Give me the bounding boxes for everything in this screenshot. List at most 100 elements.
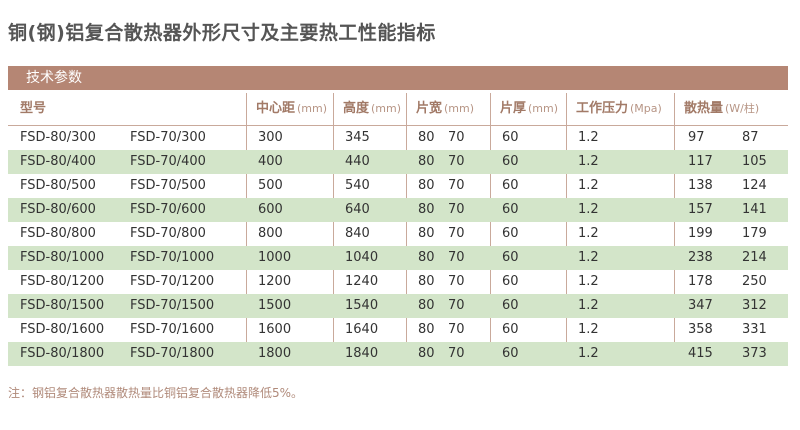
width-a-cell: 80 [418,250,435,265]
height-cell: 1240 [345,274,379,289]
page-title: 铜(钢)铝复合散热器外形尺寸及主要热工性能指标 [8,22,436,44]
header-model: 型号 [20,101,47,116]
heat-a-cell: 157 [688,202,713,217]
width-b-cell: 70 [448,154,465,169]
model-b-cell: FSD-70/1500 [130,298,215,313]
center-distance-cell: 300 [258,130,283,145]
width-b-cell: 70 [448,130,465,145]
heat-b-cell: 250 [742,274,767,289]
model-b-cell: FSD-70/1000 [130,250,215,265]
table-row: FSD-80/800 FSD-70/800 800 840 80 70 60 1… [8,222,788,246]
table-row: FSD-80/1600 FSD-70/1600 1600 1640 80 70 … [8,318,788,342]
width-b-cell: 70 [448,202,465,217]
width-b-cell: 70 [448,298,465,313]
thickness-cell: 60 [502,298,519,313]
header-heat-output: 散热量 (W/柱) [684,101,760,116]
width-a-cell: 80 [418,226,435,241]
width-b-cell: 70 [448,322,465,337]
thickness-cell: 60 [502,274,519,289]
header-height: 高度 (mm) [343,101,402,116]
heat-a-cell: 358 [688,322,713,337]
width-a-cell: 80 [418,178,435,193]
heat-b-cell: 179 [742,226,767,241]
width-a-cell: 80 [418,154,435,169]
section-header-bar: 技术参数 [8,66,788,90]
heat-a-cell: 138 [688,178,713,193]
height-cell: 540 [345,178,370,193]
width-a-cell: 80 [418,322,435,337]
heat-a-cell: 97 [688,130,705,145]
pressure-cell: 1.2 [578,202,599,217]
width-a-cell: 80 [418,298,435,313]
header-working-pressure: 工作压力 (Mpa) [576,101,662,116]
heat-b-cell: 105 [742,154,767,169]
width-a-cell: 80 [418,202,435,217]
center-distance-cell: 800 [258,226,283,241]
heat-a-cell: 415 [688,346,713,361]
center-distance-cell: 1600 [258,322,292,337]
width-a-cell: 80 [418,130,435,145]
thickness-cell: 60 [502,178,519,193]
height-cell: 1540 [345,298,379,313]
model-b-cell: FSD-70/600 [130,202,206,217]
heat-a-cell: 199 [688,226,713,241]
model-b-cell: FSD-70/1800 [130,346,215,361]
height-cell: 1640 [345,322,379,337]
model-b-cell: FSD-70/400 [130,154,206,169]
pressure-cell: 1.2 [578,274,599,289]
model-b-cell: FSD-70/1200 [130,274,215,289]
table-header: 型号 中心距 (mm) 高度 (mm) 片宽 (mm) 片厚 (mm) 工作压力 (Mpa… [8,93,788,126]
pressure-cell: 1.2 [578,250,599,265]
table-row: FSD-80/400 FSD-70/400 400 440 80 70 60 1… [8,150,788,174]
pressure-cell: 1.2 [578,298,599,313]
model-a-cell: FSD-80/300 [20,130,96,145]
center-distance-cell: 600 [258,202,283,217]
model-a-cell: FSD-80/1000 [20,250,105,265]
heat-b-cell: 87 [742,130,759,145]
pressure-cell: 1.2 [578,226,599,241]
header-center-distance: 中心距 (mm) [256,101,328,116]
table-row: FSD-80/1000 FSD-70/1000 1000 1040 80 70 … [8,246,788,270]
width-b-cell: 70 [448,226,465,241]
heat-b-cell: 141 [742,202,767,217]
center-distance-cell: 1000 [258,250,292,265]
thickness-cell: 60 [502,226,519,241]
center-distance-cell: 1500 [258,298,292,313]
center-distance-cell: 400 [258,154,283,169]
pressure-cell: 1.2 [578,130,599,145]
heat-a-cell: 238 [688,250,713,265]
column-divider [246,93,247,365]
width-b-cell: 70 [448,274,465,289]
column-divider [406,93,407,365]
column-divider [566,93,567,365]
heat-b-cell: 331 [742,322,767,337]
thickness-cell: 60 [502,346,519,361]
height-cell: 1840 [345,346,379,361]
table-row: FSD-80/1500 FSD-70/1500 1500 1540 80 70 … [8,294,788,318]
height-cell: 440 [345,154,370,169]
table-body: FSD-80/300 FSD-70/300 300 345 80 70 60 1… [8,126,788,366]
header-piece-width: 片宽 (mm) [416,101,475,116]
footnote: 注：钢铝复合散热器散热量比铜铝复合散热器降低5%。 [8,386,304,400]
heat-a-cell: 347 [688,298,713,313]
header-piece-thickness: 片厚 (mm) [500,101,559,116]
pressure-cell: 1.2 [578,322,599,337]
model-a-cell: FSD-80/1200 [20,274,105,289]
center-distance-cell: 1800 [258,346,292,361]
heat-b-cell: 214 [742,250,767,265]
model-a-cell: FSD-80/500 [20,178,96,193]
thickness-cell: 60 [502,202,519,217]
pressure-cell: 1.2 [578,346,599,361]
heat-a-cell: 178 [688,274,713,289]
thickness-cell: 60 [502,322,519,337]
heat-b-cell: 124 [742,178,767,193]
column-divider [333,93,334,365]
height-cell: 640 [345,202,370,217]
width-a-cell: 80 [418,346,435,361]
pressure-cell: 1.2 [578,154,599,169]
center-distance-cell: 1200 [258,274,292,289]
table-row: FSD-80/1200 FSD-70/1200 1200 1240 80 70 … [8,270,788,294]
heat-a-cell: 117 [688,154,713,169]
height-cell: 345 [345,130,370,145]
heat-b-cell: 312 [742,298,767,313]
